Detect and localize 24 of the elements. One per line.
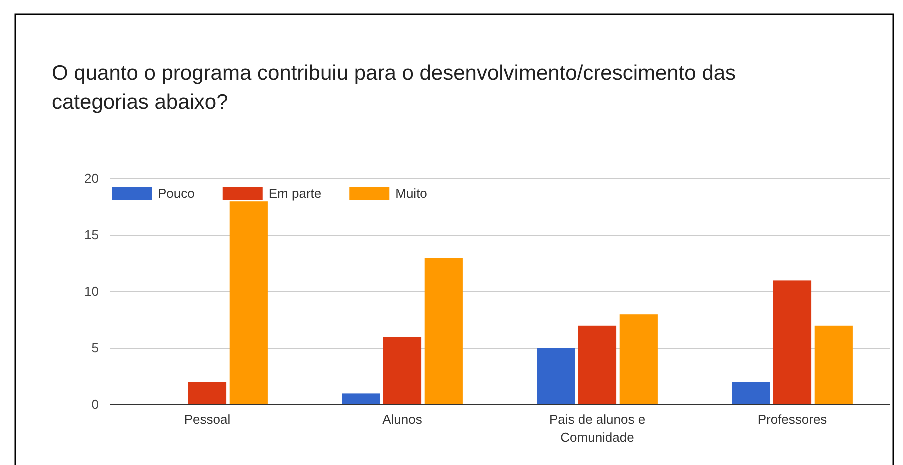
legend-label: Pouco	[158, 186, 195, 201]
bar	[424, 258, 463, 405]
chart-title: O quanto o programa contribuiu para o desenvolvimento/crescimento das categorias abaixo?	[52, 62, 736, 114]
legend-label: Em parte	[268, 186, 322, 201]
bar	[732, 382, 770, 405]
x-tick-label: Pais de alunos e Comunidade	[549, 412, 646, 445]
y-tick-label: 20	[84, 171, 99, 186]
bar	[188, 382, 227, 405]
y-tick-label: 10	[84, 284, 99, 300]
y-tick-label: 5	[92, 340, 99, 356]
bar	[383, 337, 422, 405]
x-tick-label: Alunos	[382, 412, 423, 428]
y-tick-label: 15	[84, 228, 99, 243]
x-tick-label: Professores	[758, 412, 828, 428]
bar	[578, 326, 617, 405]
x-tick-label: Pessoal	[184, 412, 231, 428]
bar	[342, 394, 380, 405]
bar	[773, 280, 812, 405]
bar	[620, 314, 658, 405]
bar	[230, 202, 268, 405]
y-tick-label: 0	[92, 397, 99, 412]
bar	[537, 348, 576, 405]
bar	[814, 326, 853, 405]
legend-label: Muito	[396, 186, 428, 201]
